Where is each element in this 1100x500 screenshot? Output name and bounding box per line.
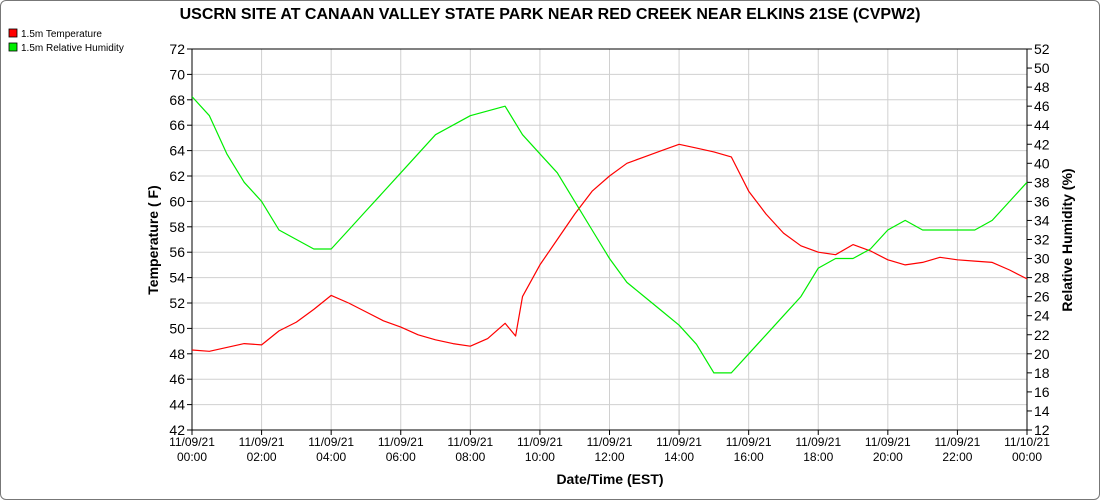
grid [191,48,1028,431]
x-tick-time: 14:00 [664,450,694,464]
y-left-tick-label: 56 [169,244,185,260]
x-tick-time: 16:00 [734,450,764,464]
legend-label-temperature: 1.5m Temperature [21,29,102,40]
y-left-tick-label: 50 [169,320,185,336]
x-tick-date: 11/09/21 [239,435,285,449]
y-right-tick-label: 46 [1034,98,1050,114]
x-axis-label: Date/Time (EST) [556,471,663,487]
y-right-tick-label: 38 [1034,174,1050,190]
x-tick-time: 04:00 [316,450,346,464]
x-tick-date: 11/09/21 [169,435,215,449]
y-left-tick-label: 68 [169,92,185,108]
y-left-tick-label: 64 [169,143,185,159]
x-tick-date: 11/09/21 [378,435,424,449]
y-right-tick-label: 30 [1034,251,1050,267]
y-right-tick-label: 44 [1034,117,1050,133]
x-tick-date: 11/09/21 [656,435,702,449]
x-tick-time: 02:00 [247,450,277,464]
x-tick-time: 06:00 [386,450,416,464]
y-right-tick-label: 28 [1034,270,1050,286]
series-lines [191,96,1028,374]
x-tick-time: 00:00 [177,450,207,464]
x-tick-date: 11/09/21 [726,435,772,449]
y-left-tick-label: 66 [169,117,185,133]
y-right-tick-label: 22 [1034,327,1050,343]
x-tick-date: 11/09/21 [447,435,493,449]
x-tick-date: 11/09/21 [865,435,911,449]
y-right-tick-label: 26 [1034,289,1050,305]
y-right-tick-label: 18 [1034,365,1050,381]
x-tick-time: 20:00 [873,450,903,464]
temperature-series-line [191,143,1028,352]
y-right-tick-label: 36 [1034,193,1050,209]
x-tick-time: 08:00 [455,450,485,464]
y-axis-left-label: Temperature ( F) [145,185,161,294]
x-tick-time: 00:00 [1012,450,1042,464]
y-left-tick-label: 58 [169,219,185,235]
y-right-tick-label: 52 [1034,41,1050,57]
y-axis-right-label: Relative Humidity (%) [1059,168,1075,311]
y-left-tick-label: 44 [169,397,185,413]
x-tick-date: 11/09/21 [308,435,354,449]
y-right-tick-label: 14 [1034,403,1050,419]
x-tick-date: 11/09/21 [935,435,981,449]
y-right-tick-label: 24 [1034,308,1050,324]
y-left-tick-label: 42 [169,422,185,438]
x-tick-time: 10:00 [525,450,555,464]
y-left-tick-label: 62 [169,168,185,184]
y-left-tick-label: 48 [169,346,185,362]
chart-title: USCRN SITE AT CANAAN VALLEY STATE PARK N… [180,6,921,23]
axes: 42 44 46 48 50 52 54 56 58 60 62 64 66 68 70 72 12 14 16 18… [169,41,1050,464]
y-right-tick-label: 20 [1034,346,1050,362]
y-right-tick-label: 50 [1034,60,1050,76]
x-tick-date: 11/09/21 [795,435,841,449]
y-left-tick-label: 46 [169,371,185,387]
x-tick-time: 18:00 [803,450,833,464]
legend-swatch-temperature [8,28,18,38]
legend-swatch-humidity [8,42,18,52]
legend: 1.5m Temperature 1.5m Relative Humidity [8,28,124,54]
x-tick-date: 11/09/21 [517,435,563,449]
y-right-tick-label: 48 [1034,79,1050,95]
y-right-tick-label: 34 [1034,212,1050,228]
humidity-series-line [191,96,1028,374]
y-right-tick-label: 42 [1034,136,1050,152]
plot-area-border [191,48,1028,431]
y-left-tick-label: 52 [169,295,185,311]
y-right-tick-label: 16 [1034,384,1050,400]
y-left-tick-label: 54 [169,270,185,286]
y-left-tick-label: 60 [169,193,185,209]
y-right-tick-label: 32 [1034,232,1050,248]
y-right-tick-label: 12 [1034,422,1050,438]
x-tick-time: 22:00 [942,450,972,464]
y-right-tick-label: 40 [1034,155,1050,171]
x-tick-time: 12:00 [594,450,624,464]
x-tick-date: 11/09/21 [587,435,633,449]
x-tick-date: 11/10/21 [1004,435,1050,449]
y-left-tick-label: 70 [169,66,185,82]
y-left-tick-label: 72 [169,41,185,57]
legend-label-humidity: 1.5m Relative Humidity [21,43,124,54]
